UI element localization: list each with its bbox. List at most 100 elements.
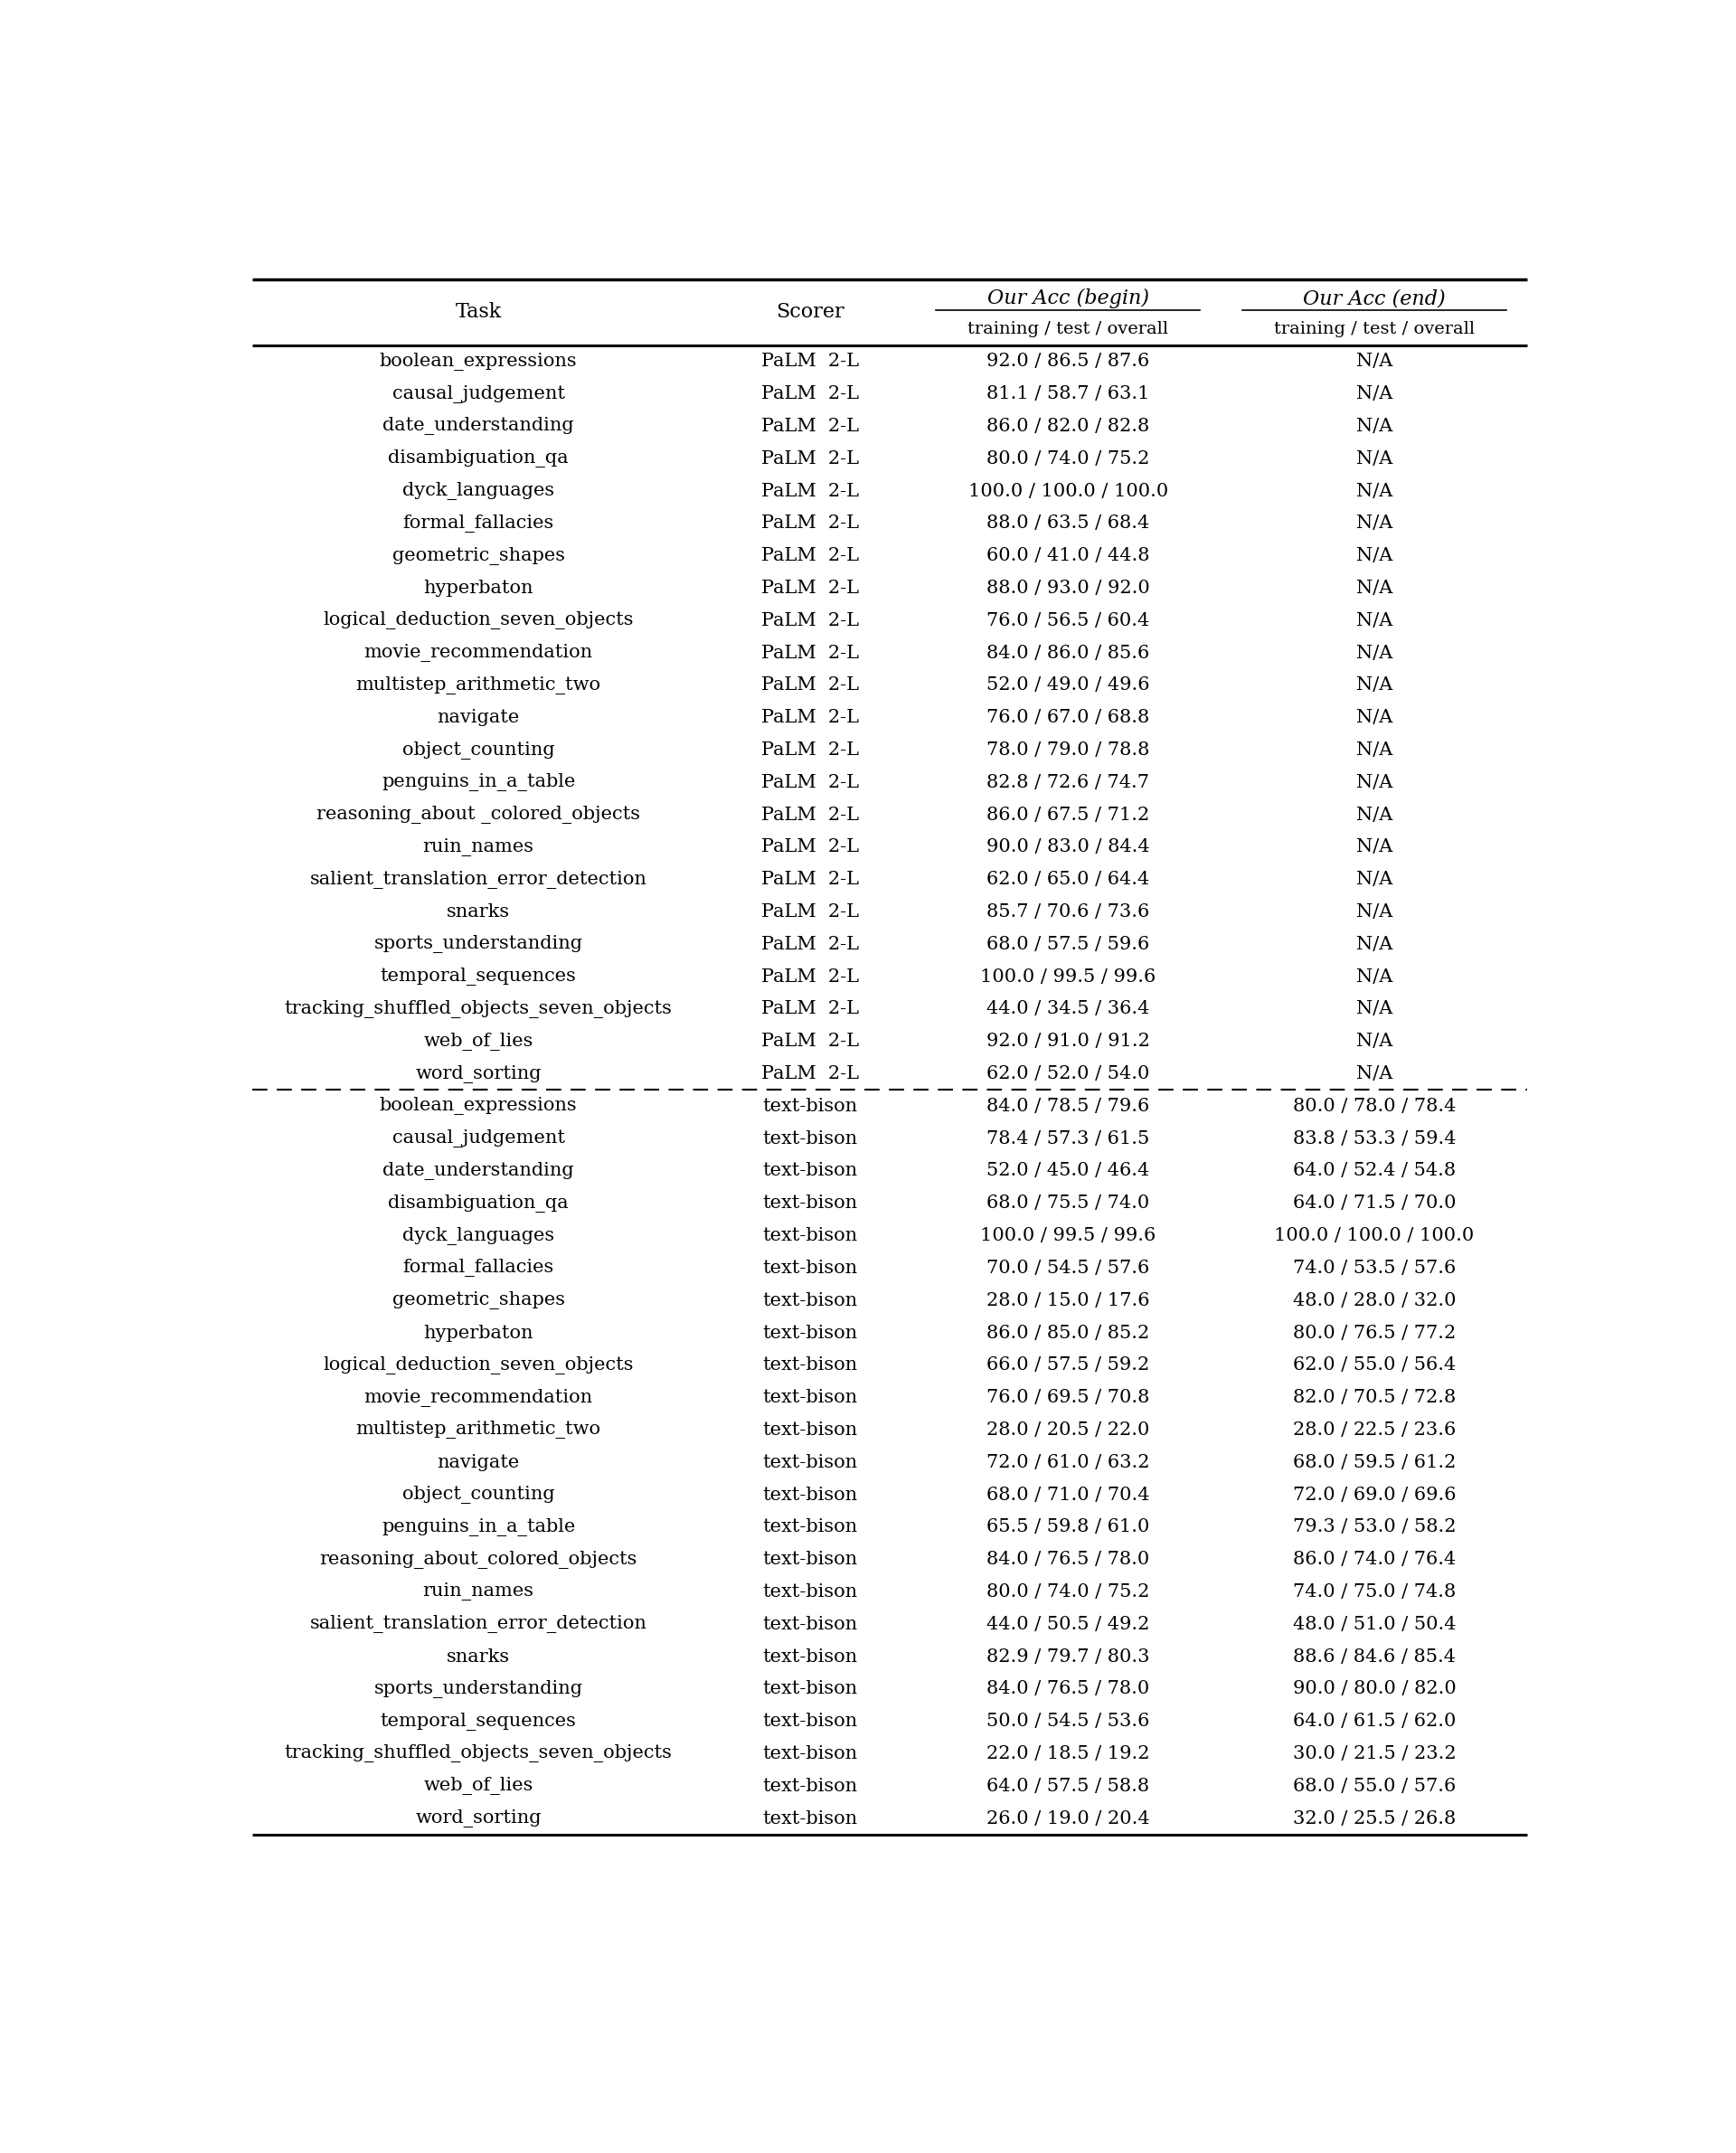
Text: N/A: N/A — [1356, 579, 1392, 596]
Text: text-bison: text-bison — [762, 1778, 858, 1796]
Text: PaLM  2-L: PaLM 2-L — [760, 450, 859, 467]
Text: 76.0 / 67.0 / 68.8: 76.0 / 67.0 / 68.8 — [986, 708, 1149, 726]
Text: PaLM  2-L: PaLM 2-L — [760, 708, 859, 726]
Text: 100.0 / 100.0 / 100.0: 100.0 / 100.0 / 100.0 — [969, 482, 1168, 499]
Text: movie_recommendation: movie_recommendation — [365, 644, 592, 661]
Text: boolean_expressions: boolean_expressions — [380, 1098, 578, 1115]
Text: text-bison: text-bison — [762, 1130, 858, 1148]
Text: multistep_arithmetic_two: multistep_arithmetic_two — [356, 1421, 601, 1438]
Text: N/A: N/A — [1356, 611, 1392, 629]
Text: text-bison: text-bison — [762, 1292, 858, 1309]
Text: web_of_lies: web_of_lies — [424, 1033, 533, 1051]
Text: 48.0 / 28.0 / 32.0: 48.0 / 28.0 / 32.0 — [1293, 1292, 1457, 1309]
Text: 32.0 / 25.5 / 26.8: 32.0 / 25.5 / 26.8 — [1293, 1811, 1457, 1828]
Text: N/A: N/A — [1356, 644, 1392, 661]
Text: text-bison: text-bison — [762, 1098, 858, 1115]
Text: text-bison: text-bison — [762, 1615, 858, 1632]
Text: PaLM  2-L: PaLM 2-L — [760, 969, 859, 986]
Text: N/A: N/A — [1356, 418, 1392, 435]
Text: 78.4 / 57.3 / 61.5: 78.4 / 57.3 / 61.5 — [986, 1130, 1149, 1148]
Text: PaLM  2-L: PaLM 2-L — [760, 482, 859, 499]
Text: PaLM  2-L: PaLM 2-L — [760, 1033, 859, 1051]
Text: text-bison: text-bison — [762, 1550, 858, 1567]
Text: reasoning_about_colored_objects: reasoning_about_colored_objects — [319, 1550, 637, 1570]
Text: reasoning_about _colored_objects: reasoning_about _colored_objects — [316, 805, 641, 825]
Text: 76.0 / 56.5 / 60.4: 76.0 / 56.5 / 60.4 — [986, 611, 1149, 629]
Text: text-bison: text-bison — [762, 1811, 858, 1828]
Text: 86.0 / 74.0 / 76.4: 86.0 / 74.0 / 76.4 — [1293, 1550, 1457, 1567]
Text: PaLM  2-L: PaLM 2-L — [760, 1066, 859, 1083]
Text: 64.0 / 57.5 / 58.8: 64.0 / 57.5 / 58.8 — [986, 1778, 1149, 1796]
Text: web_of_lies: web_of_lies — [424, 1776, 533, 1796]
Text: Scorer: Scorer — [776, 301, 844, 323]
Text: disambiguation_qa: disambiguation_qa — [389, 450, 569, 467]
Text: 30.0 / 21.5 / 23.2: 30.0 / 21.5 / 23.2 — [1293, 1746, 1457, 1763]
Text: 84.0 / 76.5 / 78.0: 84.0 / 76.5 / 78.0 — [986, 1550, 1149, 1567]
Text: ruin_names: ruin_names — [424, 838, 535, 857]
Text: PaLM  2-L: PaLM 2-L — [760, 904, 859, 921]
Text: N/A: N/A — [1356, 840, 1392, 855]
Text: text-bison: text-bison — [762, 1421, 858, 1438]
Text: navigate: navigate — [437, 708, 519, 726]
Text: 44.0 / 50.5 / 49.2: 44.0 / 50.5 / 49.2 — [986, 1615, 1149, 1632]
Text: text-bison: text-bison — [762, 1324, 858, 1341]
Text: PaLM  2-L: PaLM 2-L — [760, 418, 859, 435]
Text: disambiguation_qa: disambiguation_qa — [389, 1195, 569, 1212]
Text: text-bison: text-bison — [762, 1582, 858, 1600]
Text: 78.0 / 79.0 / 78.8: 78.0 / 79.0 / 78.8 — [986, 741, 1149, 758]
Text: N/A: N/A — [1356, 353, 1392, 370]
Text: causal_judgement: causal_judgement — [392, 1130, 564, 1148]
Text: snarks: snarks — [446, 1647, 510, 1664]
Text: N/A: N/A — [1356, 773, 1392, 790]
Text: date_understanding: date_understanding — [382, 418, 575, 435]
Text: PaLM  2-L: PaLM 2-L — [760, 937, 859, 954]
Text: Task: Task — [455, 301, 502, 323]
Text: formal_fallacies: formal_fallacies — [403, 1260, 554, 1277]
Text: 85.7 / 70.6 / 73.6: 85.7 / 70.6 / 73.6 — [986, 904, 1149, 921]
Text: dyck_languages: dyck_languages — [403, 482, 554, 499]
Text: 100.0 / 100.0 / 100.0: 100.0 / 100.0 / 100.0 — [1274, 1227, 1474, 1244]
Text: geometric_shapes: geometric_shapes — [392, 1292, 564, 1309]
Text: hyperbaton: hyperbaton — [424, 1324, 533, 1341]
Text: word_sorting: word_sorting — [415, 1809, 542, 1828]
Text: 90.0 / 80.0 / 82.0: 90.0 / 80.0 / 82.0 — [1293, 1681, 1457, 1697]
Text: tracking_shuffled_objects_seven_objects: tracking_shuffled_objects_seven_objects — [285, 1744, 672, 1763]
Text: sports_understanding: sports_understanding — [373, 934, 583, 954]
Text: text-bison: text-bison — [762, 1518, 858, 1535]
Text: penguins_in_a_table: penguins_in_a_table — [382, 1518, 575, 1537]
Text: text-bison: text-bison — [762, 1486, 858, 1503]
Text: Our Acc (end): Our Acc (end) — [1304, 289, 1446, 308]
Text: 72.0 / 61.0 / 63.2: 72.0 / 61.0 / 63.2 — [986, 1453, 1149, 1470]
Text: logical_deduction_seven_objects: logical_deduction_seven_objects — [323, 1356, 634, 1374]
Text: 64.0 / 52.4 / 54.8: 64.0 / 52.4 / 54.8 — [1293, 1163, 1457, 1180]
Text: dyck_languages: dyck_languages — [403, 1227, 554, 1244]
Text: text-bison: text-bison — [762, 1714, 858, 1731]
Text: logical_deduction_seven_objects: logical_deduction_seven_objects — [323, 611, 634, 629]
Text: Our Acc (begin): Our Acc (begin) — [988, 289, 1149, 308]
Text: 74.0 / 53.5 / 57.6: 74.0 / 53.5 / 57.6 — [1293, 1260, 1457, 1277]
Text: 88.0 / 93.0 / 92.0: 88.0 / 93.0 / 92.0 — [986, 579, 1149, 596]
Text: PaLM  2-L: PaLM 2-L — [760, 872, 859, 889]
Text: N/A: N/A — [1356, 1066, 1392, 1083]
Text: text-bison: text-bison — [762, 1227, 858, 1244]
Text: navigate: navigate — [437, 1453, 519, 1470]
Text: temporal_sequences: temporal_sequences — [380, 1712, 576, 1731]
Text: 65.5 / 59.8 / 61.0: 65.5 / 59.8 / 61.0 — [986, 1518, 1149, 1535]
Text: text-bison: text-bison — [762, 1746, 858, 1763]
Text: 66.0 / 57.5 / 59.2: 66.0 / 57.5 / 59.2 — [986, 1356, 1149, 1374]
Text: 83.8 / 53.3 / 59.4: 83.8 / 53.3 / 59.4 — [1293, 1130, 1457, 1148]
Text: 74.0 / 75.0 / 74.8: 74.0 / 75.0 / 74.8 — [1293, 1582, 1457, 1600]
Text: N/A: N/A — [1356, 872, 1392, 889]
Text: PaLM  2-L: PaLM 2-L — [760, 579, 859, 596]
Text: N/A: N/A — [1356, 969, 1392, 986]
Text: movie_recommendation: movie_recommendation — [365, 1389, 592, 1406]
Text: 52.0 / 49.0 / 49.6: 52.0 / 49.0 / 49.6 — [986, 676, 1149, 693]
Text: PaLM  2-L: PaLM 2-L — [760, 1001, 859, 1018]
Text: text-bison: text-bison — [762, 1163, 858, 1180]
Text: causal_judgement: causal_judgement — [392, 385, 564, 403]
Text: 28.0 / 15.0 / 17.6: 28.0 / 15.0 / 17.6 — [986, 1292, 1149, 1309]
Text: N/A: N/A — [1356, 805, 1392, 822]
Text: salient_translation_error_detection: salient_translation_error_detection — [309, 870, 648, 889]
Text: 82.9 / 79.7 / 80.3: 82.9 / 79.7 / 80.3 — [986, 1647, 1149, 1664]
Text: 28.0 / 22.5 / 23.6: 28.0 / 22.5 / 23.6 — [1293, 1421, 1457, 1438]
